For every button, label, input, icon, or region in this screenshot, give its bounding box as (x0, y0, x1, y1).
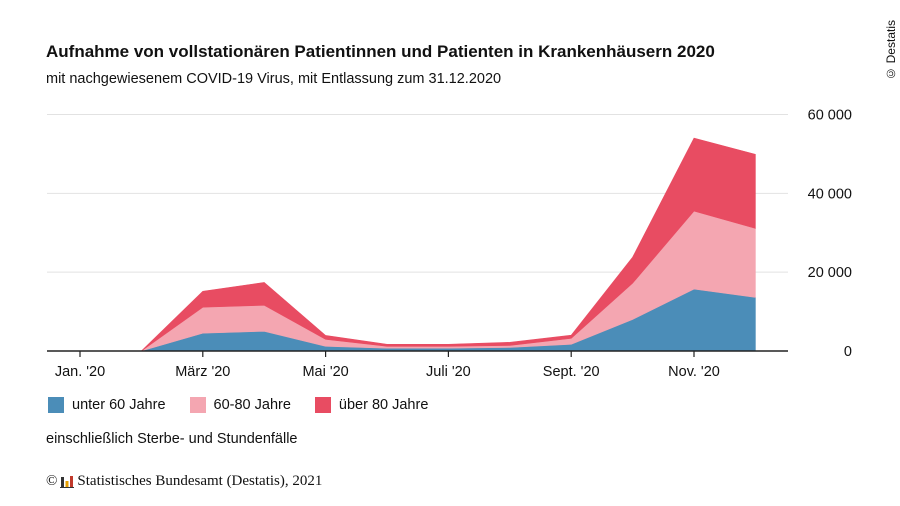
destatis-logo-icon (60, 476, 75, 488)
area-series-2 (80, 137, 756, 352)
legend-item-60-80: 60-80 Jahre (189, 397, 291, 413)
y-tick-label: 40 000 (808, 186, 852, 202)
y-tick-label: 60 000 (808, 108, 852, 124)
legend-label: 60-80 Jahre (213, 397, 291, 413)
y-tick-label: 0 (844, 344, 852, 360)
legend-item-under-60: unter 60 Jahre (48, 397, 166, 413)
legend-swatch (48, 397, 64, 413)
chart-area: 0 20 000 40 000 60 000 Jan. '20 März '20 Mai '… (47, 108, 852, 380)
x-tick-label: Jan. '20 (55, 364, 105, 380)
source-line: © Statistisches Bundesamt (Destatis), 20… (46, 473, 322, 490)
y-tick-label: 20 000 (808, 265, 852, 281)
legend-swatch (189, 397, 206, 413)
source-text: Statistisches Bundesamt (Destatis), 2021 (77, 473, 323, 489)
x-tick-label: Sept. '20 (543, 364, 600, 380)
x-tick-label: März '20 (175, 364, 230, 380)
x-tick-label: Juli '20 (426, 364, 471, 380)
x-tick-label: Mai '20 (302, 364, 348, 380)
legend-label: unter 60 Jahre (72, 397, 166, 413)
x-tick-label: Nov. '20 (668, 364, 720, 380)
chart-subtitle: mit nachgewiesenem COVID-19 Virus, mit E… (46, 71, 502, 87)
copyright-symbol: © (46, 473, 58, 489)
legend-label: über 80 Jahre (338, 397, 429, 413)
footnote: einschließlich Sterbe- und Stundenfälle (46, 431, 298, 447)
legend-item-over-80: über 80 Jahre (314, 397, 429, 413)
legend: unter 60 Jahre 60-80 Jahre über 80 Jahre (48, 397, 428, 413)
legend-swatch (314, 397, 331, 413)
chart-title: Aufnahme von vollstationären Patientinne… (46, 42, 715, 61)
